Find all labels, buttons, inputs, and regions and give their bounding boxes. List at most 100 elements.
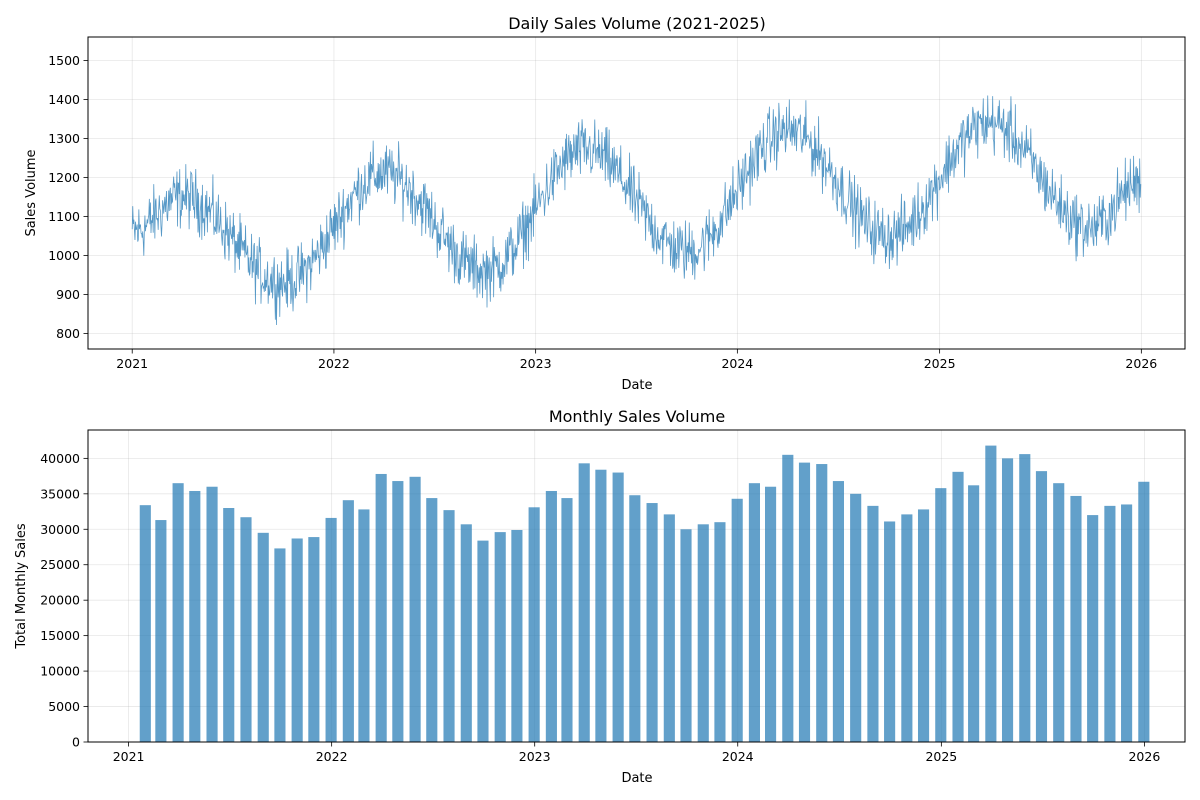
- monthly-bar: [1053, 483, 1065, 742]
- monthly-bar: [325, 517, 337, 742]
- monthly-bar: [680, 529, 692, 742]
- x-tick-label: 2026: [1125, 356, 1157, 371]
- monthly-bar: [884, 521, 896, 742]
- monthly-bar: [274, 548, 286, 742]
- monthly-x-axis: 2021 2022 2023 2024 2025 2026: [113, 742, 1160, 764]
- monthly-bar: [901, 514, 913, 742]
- x-tick-label: 2025: [924, 356, 956, 371]
- monthly-bar: [798, 462, 811, 742]
- x-tick-label: 2026: [1128, 749, 1160, 764]
- monthly-y-axis-label: Total Monthly Sales: [14, 523, 29, 650]
- monthly-bar: [1138, 481, 1150, 742]
- monthly-chart-title: Monthly Sales Volume: [549, 407, 725, 426]
- x-tick-label: 2023: [519, 749, 551, 764]
- daily-x-axis: 2021 2022 2023 2024 2025 2026: [116, 349, 1157, 371]
- y-tick-label: 1500: [48, 53, 80, 68]
- monthly-bar: [595, 469, 607, 742]
- monthly-bar: [460, 524, 472, 742]
- monthly-bar: [409, 476, 421, 742]
- monthly-bar: [308, 537, 320, 742]
- monthly-bar: [342, 500, 354, 742]
- monthly-bar: [223, 508, 235, 742]
- monthly-bar: [935, 488, 947, 742]
- monthly-bar: [867, 505, 879, 742]
- monthly-bar: [494, 532, 506, 742]
- monthly-bar: [917, 509, 930, 742]
- monthly-bar: [528, 507, 540, 742]
- monthly-bar: [1070, 495, 1082, 742]
- monthly-bar: [139, 505, 151, 742]
- monthly-bar: [714, 522, 726, 742]
- monthly-bar: [1001, 458, 1014, 742]
- y-tick-label: 25000: [40, 557, 80, 572]
- monthly-bar: [985, 445, 997, 742]
- monthly-bar: [968, 485, 980, 742]
- daily-y-axis: 800 900 1000 1100 1200 1300 1400 1500: [48, 53, 88, 341]
- x-tick-label: 2022: [318, 356, 350, 371]
- y-tick-label: 1100: [48, 209, 80, 224]
- monthly-bar: [155, 520, 167, 742]
- y-tick-label: 35000: [40, 486, 80, 501]
- x-tick-label: 2022: [316, 749, 348, 764]
- monthly-bar: [629, 495, 641, 742]
- monthly-bar: [291, 538, 303, 742]
- monthly-bar: [240, 517, 252, 742]
- daily-series: [131, 95, 1142, 326]
- y-tick-label: 0: [72, 735, 80, 750]
- y-tick-label: 800: [56, 326, 80, 341]
- monthly-bar: [697, 524, 709, 742]
- monthly-bar: [561, 498, 573, 742]
- monthly-bar: [952, 471, 964, 742]
- monthly-bar: [765, 486, 777, 742]
- monthly-bar: [748, 483, 760, 742]
- monthly-bar: [850, 493, 862, 742]
- monthly-bar: [1121, 504, 1133, 742]
- monthly-bar: [1104, 505, 1116, 742]
- y-tick-label: 20000: [40, 593, 80, 608]
- y-tick-label: 5000: [48, 699, 80, 714]
- monthly-bar: [1019, 454, 1031, 742]
- monthly-bar: [832, 481, 844, 742]
- monthly-bar: [545, 490, 557, 742]
- monthly-x-axis-label: Date: [621, 771, 652, 786]
- daily-sales-chart: Daily Sales Volume (2021-2025) 2021 2022 2…: [24, 14, 1186, 393]
- monthly-bar: [206, 486, 218, 742]
- daily-y-axis-label: Sales Volume: [24, 149, 39, 236]
- monthly-bar: [782, 454, 794, 742]
- daily-x-axis-label: Date: [621, 378, 652, 393]
- monthly-sales-chart: Monthly Sales Volume 2021 2022 2023 2024 202…: [14, 407, 1186, 786]
- y-tick-label: 1400: [48, 92, 80, 107]
- monthly-bar: [612, 472, 624, 742]
- monthly-bar: [392, 481, 404, 742]
- monthly-bar: [646, 503, 658, 742]
- monthly-bar: [511, 529, 523, 742]
- monthly-bar: [477, 540, 489, 742]
- y-tick-label: 1000: [48, 248, 80, 263]
- y-tick-label: 15000: [40, 628, 80, 643]
- monthly-bar: [257, 532, 269, 742]
- monthly-bar: [358, 509, 370, 742]
- monthly-bars: [139, 445, 1150, 742]
- x-tick-label: 2024: [721, 356, 753, 371]
- daily-plot-frame: [87, 36, 1186, 350]
- y-tick-label: 10000: [40, 664, 80, 679]
- daily-grid: [88, 37, 1185, 349]
- monthly-bar: [172, 483, 184, 742]
- monthly-plot-frame: [87, 429, 1186, 743]
- y-tick-label: 1200: [48, 170, 80, 185]
- monthly-bar: [375, 473, 387, 742]
- x-tick-label: 2024: [722, 749, 754, 764]
- y-tick-label: 30000: [40, 522, 80, 537]
- monthly-bar: [426, 498, 438, 742]
- x-tick-label: 2021: [116, 356, 148, 371]
- monthly-bar: [663, 514, 675, 742]
- monthly-bar: [443, 510, 455, 742]
- monthly-bar: [578, 463, 590, 742]
- monthly-bar: [816, 464, 828, 742]
- monthly-bar: [731, 498, 743, 742]
- monthly-bar: [189, 490, 201, 742]
- x-tick-label: 2025: [925, 749, 957, 764]
- monthly-bar: [1035, 471, 1048, 742]
- x-tick-label: 2023: [520, 356, 552, 371]
